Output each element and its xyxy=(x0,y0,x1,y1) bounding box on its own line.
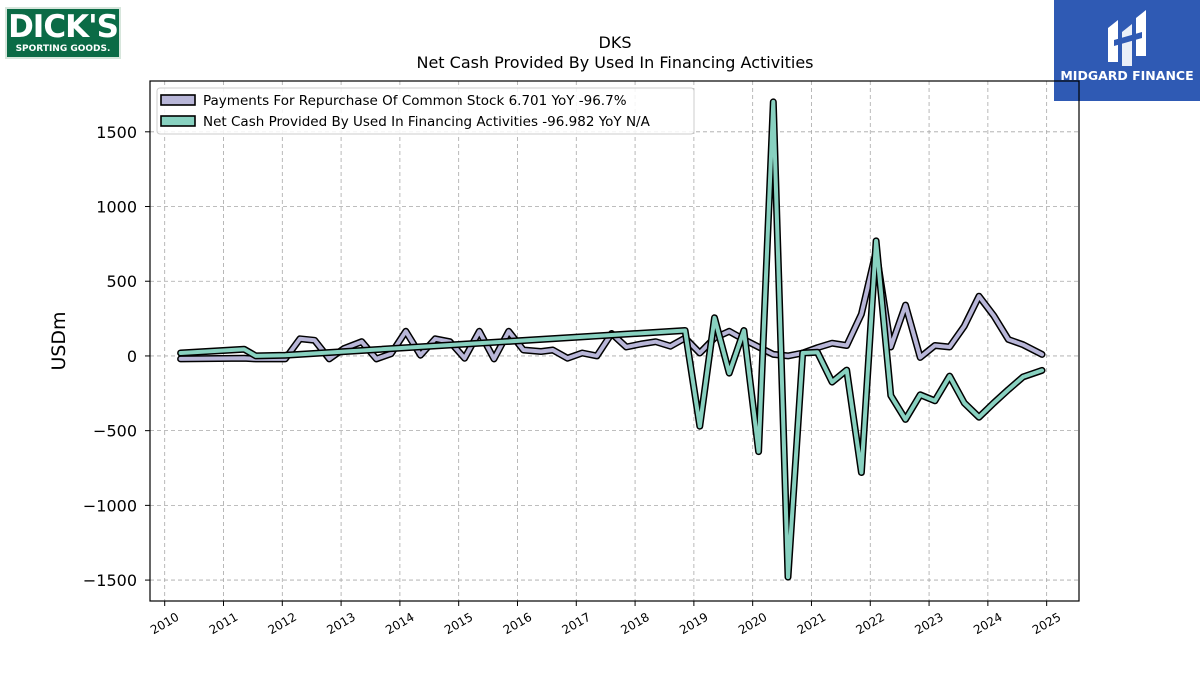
legend-box xyxy=(156,87,695,135)
x-tick-label: 2019 xyxy=(677,610,710,637)
y-tick-label: −1000 xyxy=(83,496,137,515)
midgard-finance-logo: MIDGARD FINANCE xyxy=(1054,0,1200,101)
legend-swatch xyxy=(160,94,196,106)
x-tick-label: 2018 xyxy=(618,610,651,637)
y-tick-label: 500 xyxy=(106,272,137,291)
legend-label: Net Cash Provided By Used In Financing A… xyxy=(203,114,651,130)
x-tick-label: 2014 xyxy=(383,610,416,637)
legend-swatch xyxy=(160,115,196,127)
chart-title: DKS xyxy=(599,33,632,52)
logo-subtitle: SPORTING GOODS. xyxy=(15,44,111,54)
x-tick-label: 2013 xyxy=(324,610,357,637)
series-1-outline xyxy=(177,247,1046,363)
chart-subtitle: Net Cash Provided By Used In Financing A… xyxy=(416,53,813,72)
series-1-line xyxy=(178,249,1044,361)
x-tick-label: 2012 xyxy=(266,610,299,637)
grid-lines xyxy=(150,81,1079,601)
x-tick-label: 2021 xyxy=(795,610,828,637)
plot-area-frame xyxy=(149,80,1080,602)
legend: Payments For Repurchase Of Common Stock … xyxy=(156,87,695,135)
series-lines xyxy=(177,98,1046,581)
midgard-emblem-icon xyxy=(1108,10,1146,66)
x-tick-label: 2020 xyxy=(736,610,769,637)
x-tick-label: 2016 xyxy=(501,610,534,637)
logo-wordmark: DICK'S xyxy=(8,9,119,45)
y-tick-label: −1500 xyxy=(83,571,137,590)
dicks-sporting-goods-logo: DICK'S SPORTING GOODS. xyxy=(5,7,121,59)
y-tick-label: −500 xyxy=(93,422,137,441)
x-tick-label: 2010 xyxy=(148,610,181,637)
x-tick-label: 2015 xyxy=(442,610,475,637)
logo-name: MIDGARD FINANCE xyxy=(1060,68,1194,83)
x-tick-label: 2017 xyxy=(560,610,593,637)
legend-label: Payments For Repurchase Of Common Stock … xyxy=(203,93,627,109)
x-tick-label: 2023 xyxy=(912,610,945,637)
y-axis-label: USDm xyxy=(48,311,70,370)
series-2-line xyxy=(178,99,1044,580)
x-tick-label: 2011 xyxy=(207,610,240,637)
x-tick-label: 2022 xyxy=(854,610,887,637)
x-tick-label: 2025 xyxy=(1030,610,1063,637)
y-tick-label: 0 xyxy=(127,347,137,366)
axis-ticks: −1500 −1000 −500 0 500 1000 1500 2010 2011 2012 20… xyxy=(83,123,1064,637)
y-tick-label: 1000 xyxy=(96,198,137,217)
y-tick-label: 1500 xyxy=(96,123,137,142)
x-tick-label: 2024 xyxy=(971,610,1004,637)
